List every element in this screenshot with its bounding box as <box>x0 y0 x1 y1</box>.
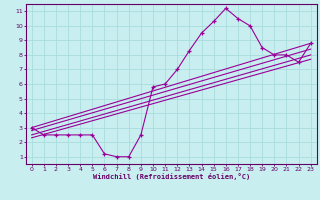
X-axis label: Windchill (Refroidissement éolien,°C): Windchill (Refroidissement éolien,°C) <box>92 173 250 180</box>
